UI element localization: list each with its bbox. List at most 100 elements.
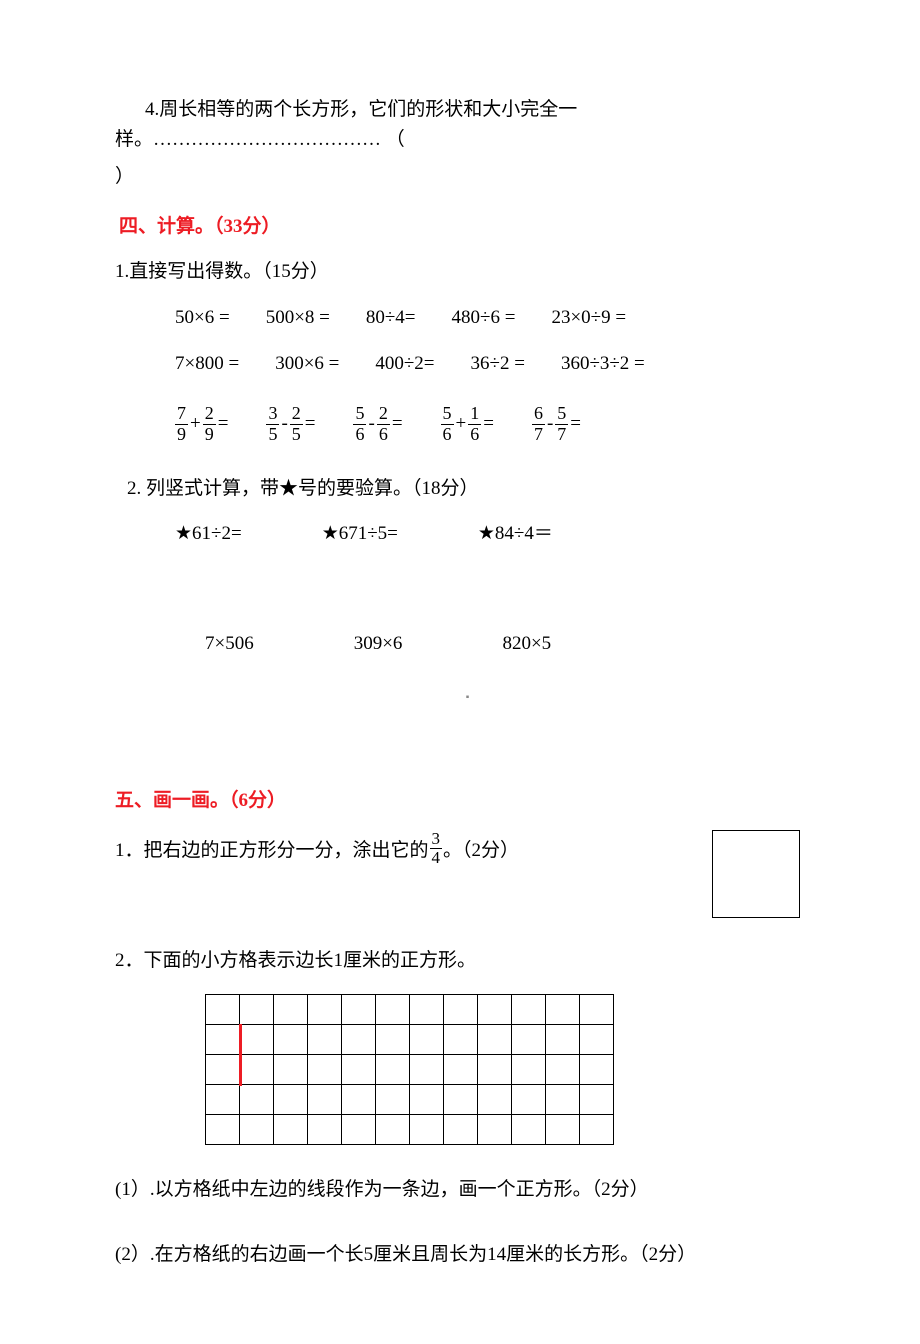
- grid-cell: [240, 1115, 274, 1145]
- operator: +: [456, 409, 467, 439]
- calc-row-2: 7×800 = 300×6 = 400÷2= 36÷2 = 360÷3÷2 =: [175, 349, 820, 379]
- grid-cell: [240, 1055, 274, 1085]
- q5-1-pre: 1．把右边的正方形分一分，涂出它的: [115, 836, 429, 866]
- grid-cell: [444, 995, 478, 1025]
- grid-table: [205, 994, 614, 1145]
- grid-cell: [376, 1115, 410, 1145]
- grid-cell: [512, 1115, 546, 1145]
- expr: 80÷4=: [366, 303, 416, 333]
- frac-expr: 79+29=: [175, 404, 230, 445]
- grid-cell: [274, 1085, 308, 1115]
- equals: =: [305, 409, 316, 439]
- expr: 400÷2=: [375, 349, 434, 379]
- grid-cell: [580, 1025, 614, 1055]
- grid-cell: [240, 995, 274, 1025]
- operator: -: [547, 409, 553, 439]
- grid-cell: [274, 1055, 308, 1085]
- section-4-title: 四、计算。（33分）: [115, 212, 820, 242]
- grid-cell: [478, 1025, 512, 1055]
- grid-cell: [274, 995, 308, 1025]
- grid-cell: [478, 995, 512, 1025]
- equals: =: [483, 409, 494, 439]
- expr: ★671÷5=: [322, 519, 398, 549]
- grid-cell: [512, 1055, 546, 1085]
- frac-expr: 56-26=: [353, 404, 404, 445]
- frac-num: 3: [430, 830, 443, 849]
- q5-1-text: 1．把右边的正方形分一分，涂出它的 3 4 。（2分）: [115, 830, 672, 867]
- expr: 309×6: [354, 629, 403, 659]
- expr: 480÷6 =: [452, 303, 516, 333]
- expr: 50×6 =: [175, 303, 230, 333]
- grid-cell: [376, 1025, 410, 1055]
- fraction: 26: [377, 404, 390, 445]
- grid-cell: [410, 1025, 444, 1055]
- grid-cell: [546, 1115, 580, 1145]
- frac-expr: 35-25=: [266, 404, 317, 445]
- grid-cell: [444, 1055, 478, 1085]
- grid-cell: [206, 995, 240, 1025]
- fraction: 29: [203, 404, 216, 445]
- grid-cell: [546, 1055, 580, 1085]
- section-5-title: 五、画一画。（6分）: [115, 786, 820, 816]
- grid-cell: [274, 1025, 308, 1055]
- grid-cell: [478, 1115, 512, 1145]
- frac-expr: 67-57=: [532, 404, 583, 445]
- grid-cell: [444, 1085, 478, 1115]
- q5-1-fraction: 3 4: [430, 830, 443, 867]
- grid-cell: [512, 1025, 546, 1055]
- equals: =: [392, 409, 403, 439]
- grid-cell: [546, 1085, 580, 1115]
- grid-cell: [308, 1085, 342, 1115]
- grid-cell: [240, 1025, 274, 1055]
- frac-expr: 56+16=: [441, 404, 496, 445]
- grid-paper: [205, 994, 820, 1145]
- grid-cell: [206, 1055, 240, 1085]
- operator: -: [368, 409, 374, 439]
- grid-cell: [478, 1085, 512, 1115]
- q5-1-row: 1．把右边的正方形分一分，涂出它的 3 4 。（2分）: [115, 830, 820, 918]
- q4-body: 4.周长相等的两个长方形，它们的形状和大小完全一样。………………………………: [115, 99, 577, 150]
- grid-cell: [376, 1085, 410, 1115]
- grid-cell: [410, 1085, 444, 1115]
- fraction: 56: [441, 404, 454, 445]
- expr: ★84÷4＝: [478, 519, 553, 549]
- page-marker: ▪: [115, 690, 820, 706]
- fraction: 57: [555, 404, 568, 445]
- grid-cell: [274, 1115, 308, 1145]
- fraction: 79: [175, 404, 188, 445]
- star-row: ★61÷2= ★671÷5= ★84÷4＝: [175, 519, 820, 549]
- grid-cell: [444, 1025, 478, 1055]
- grid-cell: [308, 1025, 342, 1055]
- grid-cell: [376, 1055, 410, 1085]
- grid-cell: [206, 1085, 240, 1115]
- operator: +: [190, 409, 201, 439]
- grid-cell: [342, 1025, 376, 1055]
- q5-2-text: 2．下面的小方格表示边长1厘米的正方形。: [115, 946, 820, 976]
- fraction: 56: [353, 404, 366, 445]
- grid-cell: [342, 995, 376, 1025]
- expr: ★61÷2=: [175, 519, 242, 549]
- operator: -: [281, 409, 287, 439]
- expr: 500×8 =: [266, 303, 330, 333]
- mult-row: 7×506 309×6 820×5: [205, 629, 820, 659]
- q5-sub1: (1）.以方格纸中左边的线段作为一条边，画一个正方形。（2分）: [115, 1175, 820, 1205]
- grid-cell: [580, 1115, 614, 1145]
- expr: 7×506: [205, 629, 254, 659]
- grid-cell: [410, 995, 444, 1025]
- question-4-text: 4.周长相等的两个长方形，它们的形状和大小完全一样。……………………………… （: [115, 95, 820, 156]
- grid-cell: [478, 1055, 512, 1085]
- grid-cell: [308, 1055, 342, 1085]
- fraction: 35: [266, 404, 279, 445]
- grid-cell: [240, 1085, 274, 1115]
- grid-cell: [342, 1115, 376, 1145]
- grid-cell: [410, 1055, 444, 1085]
- grid-cell: [546, 1025, 580, 1055]
- grid-cell: [206, 1115, 240, 1145]
- grid-cell: [206, 1025, 240, 1055]
- expr: 300×6 =: [275, 349, 339, 379]
- q4-paren-close: ）: [115, 162, 820, 192]
- grid-cell: [512, 1085, 546, 1115]
- q5-1-post: 。（2分）: [443, 836, 519, 866]
- section-4-sub1: 1.直接写出得数。（15分）: [115, 257, 820, 287]
- expr: 7×800 =: [175, 349, 239, 379]
